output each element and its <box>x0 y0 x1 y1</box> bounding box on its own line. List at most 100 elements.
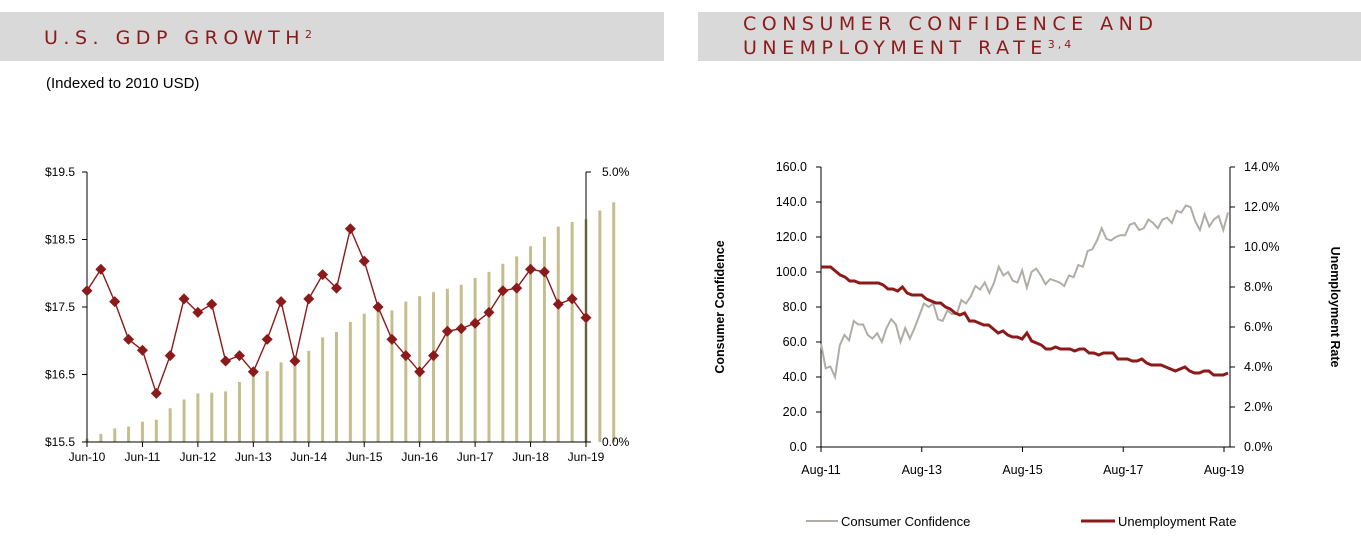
gdp-growth-marker <box>441 325 453 337</box>
gdp-growth-marker <box>552 298 564 310</box>
legend-label-unemployment-rate: Unemployment Rate <box>1118 514 1237 529</box>
gdp-growth-marker <box>303 293 315 305</box>
gdp-title-footnote: 2 <box>305 28 315 41</box>
gdp-left-tick-label: $18.5 <box>45 233 75 247</box>
gdp-bar <box>224 391 228 442</box>
conf-left-tick-label: 80.0 <box>783 300 807 314</box>
conf-left-tick-label: 140.0 <box>776 195 807 209</box>
gdp-bar <box>140 421 144 442</box>
gdp-growth-marker <box>289 355 301 367</box>
gdp-bar <box>529 246 533 442</box>
gdp-bar <box>362 313 366 442</box>
gdp-subtitle: (Indexed to 2010 USD) <box>46 75 200 92</box>
conf-left-axis-title: Consumer Confidence <box>713 240 727 373</box>
gdp-growth-marker <box>220 355 232 367</box>
gdp-panel-title: U.S. GDP GROWTH2 <box>44 26 315 50</box>
conf-right-axis-title: Unemployment Rate <box>1328 247 1342 368</box>
gdp-bar <box>542 236 546 442</box>
conf-left-tick-label: 20.0 <box>783 405 807 419</box>
conf-right-tick-label: 12.0% <box>1244 200 1279 214</box>
gdp-bar <box>279 362 283 442</box>
gdp-bar <box>376 307 380 442</box>
gdp-x-tick-label: Jun-10 <box>69 450 106 464</box>
gdp-growth-marker <box>317 269 329 281</box>
gdp-x-tick-label: Jun-14 <box>290 450 327 464</box>
gdp-growth-marker <box>164 350 176 362</box>
gdp-bar <box>293 358 297 442</box>
gdp-bar <box>196 393 200 442</box>
gdp-bar <box>473 277 477 442</box>
confidence-unemployment-chart: 0.0 20.0 40.0 60.0 80.0 100.0 120.0 140.0 160.0 0… <box>713 160 1342 529</box>
conf-left-tick-label: 100.0 <box>776 265 807 279</box>
conf-left-tick-label: 160.0 <box>776 160 807 174</box>
gdp-growth-marker <box>358 255 370 267</box>
gdp-bar <box>307 350 311 442</box>
gdp-x-tick-label: Jun-17 <box>457 450 494 464</box>
gdp-right-tick-label: 5.0% <box>602 165 630 179</box>
gdp-growth-marker <box>511 282 523 294</box>
legend-label-consumer-confidence: Consumer Confidence <box>841 514 970 529</box>
gdp-left-tick-label: $19.5 <box>45 165 75 179</box>
conf-right-tick-label: 6.0% <box>1244 320 1273 334</box>
gdp-growth-marker <box>497 285 509 297</box>
gdp-bar <box>515 256 519 442</box>
gdp-growth-marker <box>538 266 550 278</box>
gdp-growth-marker <box>192 306 204 318</box>
gdp-bar <box>237 381 241 442</box>
gdp-bar <box>127 426 131 442</box>
gdp-bar <box>99 433 103 442</box>
unemployment-rate-line <box>821 265 1229 377</box>
gdp-bar <box>459 284 463 442</box>
gdp-growth-marker <box>275 296 287 308</box>
confidence-title-footnote: 3,4 <box>1047 38 1075 51</box>
gdp-growth-marker <box>331 282 342 294</box>
gdp-left-tick-label: $17.5 <box>45 300 75 314</box>
gdp-growth-marker <box>247 366 259 378</box>
gdp-x-tick-label: Jun-12 <box>180 450 217 464</box>
gdp-growth-marker <box>469 317 481 329</box>
gdp-panel-header <box>0 12 664 61</box>
confidence-title-line2: UNEMPLOYMENT RATE <box>743 37 1048 59</box>
conf-left-tick-label: 60.0 <box>783 335 807 349</box>
gdp-bar <box>404 301 408 442</box>
confidence-panel-title: CONSUMER CONFIDENCE AND UNEMPLOYMENT RAT… <box>743 12 1159 60</box>
gdp-bar <box>210 392 214 442</box>
gdp-growth-chart: $15.5 $16.5 $17.5 $18.5 $19.5 0.0% 5.0% Jun-10 J… <box>45 165 630 464</box>
gdp-bar <box>487 271 491 442</box>
gdp-growth-marker <box>483 306 495 318</box>
gdp-x-tick-label: Jun-11 <box>125 450 161 464</box>
gdp-bar <box>556 226 560 442</box>
gdp-bar <box>390 310 394 442</box>
gdp-growth-marker <box>344 223 356 235</box>
gdp-growth-marker <box>455 323 467 335</box>
gdp-growth-marker <box>525 263 537 275</box>
conf-x-tick-label: Aug-11 <box>801 463 840 477</box>
gdp-growth-marker <box>400 350 412 362</box>
gdp-bar <box>251 374 255 442</box>
gdp-bar <box>321 337 325 442</box>
gdp-growth-marker <box>95 263 107 275</box>
gdp-growth-marker <box>566 293 578 305</box>
gdp-bar <box>113 428 117 442</box>
gdp-growth-marker <box>178 293 190 305</box>
gdp-bar <box>445 288 449 442</box>
gdp-growth-marker <box>428 350 440 362</box>
gdp-bar <box>182 399 186 442</box>
gdp-bar <box>168 408 172 442</box>
gdp-bar <box>570 221 574 442</box>
conf-right-tick-label: 4.0% <box>1244 360 1273 374</box>
gdp-growth-marker <box>372 301 384 313</box>
conf-right-tick-label: 14.0% <box>1244 160 1279 174</box>
gdp-bar <box>335 331 338 442</box>
gdp-x-tick-label: Jun-13 <box>235 450 272 464</box>
conf-x-tick-label: Aug-17 <box>1103 463 1143 477</box>
conf-right-tick-label: 0.0% <box>1244 440 1273 454</box>
gdp-growth-marker <box>414 366 426 378</box>
gdp-bar <box>612 202 616 442</box>
gdp-x-tick-label: Jun-19 <box>568 450 605 464</box>
gdp-bar <box>501 263 505 442</box>
gdp-growth-marker <box>109 296 121 308</box>
gdp-left-tick-label: $16.5 <box>45 368 75 382</box>
conf-left-tick-label: 0.0 <box>790 440 807 454</box>
gdp-bar <box>348 321 352 442</box>
